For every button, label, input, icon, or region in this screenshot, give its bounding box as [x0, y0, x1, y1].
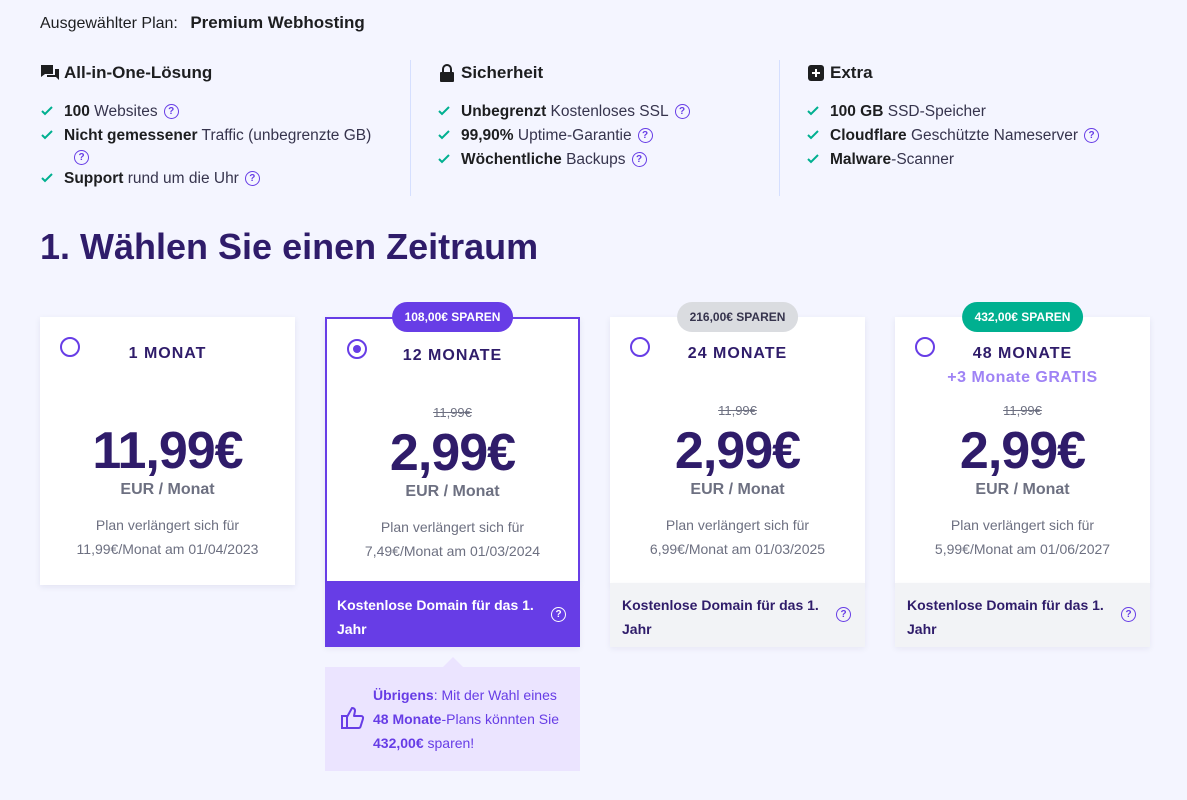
old-price: 11,99€ [433, 405, 472, 420]
feature-title: Sicherheit [461, 63, 544, 82]
price: 2,99€ [389, 424, 516, 482]
feature-item: 100 GB SSD-Speicher [806, 100, 1159, 124]
period-label: 1 MONAT [128, 345, 207, 362]
feature-column-all-in-one: All-in-One-Lösung 100 Websites? Nicht ge… [40, 60, 408, 196]
period-card-12-months[interactable]: 108,00€ SPAREN 12 MONATE 11,99€ 2,99€ EU… [325, 302, 580, 583]
help-icon[interactable]: ? [1084, 128, 1100, 144]
check-icon [41, 173, 53, 183]
plus-box-icon [806, 63, 826, 83]
price: 2,99€ [959, 422, 1086, 480]
help-icon[interactable]: ? [551, 607, 566, 622]
price: 2,99€ [674, 422, 801, 480]
help-icon[interactable]: ? [674, 104, 690, 120]
period-card-48-months[interactable]: 432,00€ SPAREN 48 MONATE +3 Monate GRATI… [895, 302, 1150, 585]
free-domain-banner: Kostenlose Domain für das 1. Jahr ? [325, 583, 580, 647]
feature-title: All-in-One-Lösung [64, 63, 213, 82]
help-icon[interactable]: ? [637, 128, 653, 144]
period-radio[interactable] [630, 337, 650, 357]
feature-item: Unbegrenzt Kostenloses SSL? [437, 100, 778, 124]
renewal-info: Plan verlängert sich für 7,49€/Monat am … [364, 519, 541, 559]
period-radio[interactable] [915, 337, 935, 357]
upsell-tip: Übrigens: Mit der Wahl eines 48 Monate-P… [325, 657, 580, 771]
help-icon[interactable]: ? [1121, 607, 1136, 622]
help-icon[interactable]: ? [631, 152, 647, 168]
feature-item: Nicht gemessener Traffic (unbegrenzte GB… [40, 124, 408, 165]
selected-plan-name: Premium Webhosting [190, 13, 365, 32]
free-domain-banner: Kostenlose Domain für das 1. Jahr ? [610, 583, 865, 647]
savings-badge: 216,00€ SPAREN [676, 302, 799, 332]
price-unit: EUR / Monat [405, 483, 500, 500]
check-icon [41, 130, 53, 140]
help-icon[interactable]: ? [244, 171, 260, 187]
feature-item: Support rund um die Uhr? [40, 167, 408, 191]
help-icon[interactable]: ? [74, 150, 89, 165]
thumbs-up-icon [341, 707, 365, 729]
selected-plan-label: Ausgewählter Plan: [40, 15, 178, 32]
savings-badge: 432,00€ SPAREN [961, 302, 1084, 332]
check-icon [438, 130, 450, 140]
section-title: 1. Wählen Sie einen Zeitraum [40, 226, 539, 267]
period-radio[interactable] [60, 337, 80, 357]
feature-heading: Extra [806, 60, 1159, 86]
selected-plan-line: Ausgewählter Plan: Premium Webhosting [40, 13, 365, 33]
features-panel: All-in-One-Lösung 100 Websites? Nicht ge… [40, 60, 1160, 198]
savings-badge: 108,00€ SPAREN [391, 302, 514, 332]
old-price: 11,99€ [718, 403, 757, 418]
check-icon [807, 154, 819, 164]
price-unit: EUR / Monat [690, 481, 785, 498]
feature-item: Malware-Scanner [806, 148, 1159, 172]
chat-bubbles-icon [40, 63, 60, 83]
feature-item: Wöchentliche Backups? [437, 148, 778, 172]
feature-column-extra: Extra 100 GB SSD-Speicher Cloudflare Ges… [779, 60, 1159, 196]
period-card-1-month[interactable]: 1 MONAT 11,99€ EUR / Monat Plan verlänge… [40, 317, 295, 585]
check-icon [807, 130, 819, 140]
period-radio[interactable] [347, 339, 367, 359]
old-price: 11,99€ [1003, 403, 1042, 418]
free-domain-banner: Kostenlose Domain für das 1. Jahr ? [895, 583, 1150, 647]
feature-title: Extra [830, 63, 873, 82]
help-icon[interactable]: ? [163, 104, 179, 120]
feature-item: 100 Websites? [40, 100, 408, 124]
feature-item: Cloudflare Geschützte Nameserver? [806, 124, 1159, 148]
feature-heading: All-in-One-Lösung [40, 60, 408, 86]
check-icon [41, 106, 53, 116]
period-label: 24 MONATE [687, 345, 788, 362]
feature-column-security: Sicherheit Unbegrenzt Kostenloses SSL? 9… [410, 60, 778, 196]
feature-item: 99,90% Uptime-Garantie? [437, 124, 778, 148]
price: 11,99€ [92, 422, 243, 480]
check-icon [438, 154, 450, 164]
price-unit: EUR / Monat [975, 481, 1070, 498]
period-label: 12 MONATE [402, 347, 503, 364]
price-unit: EUR / Monat [120, 481, 215, 498]
check-icon [438, 106, 450, 116]
period-label: 48 MONATE [972, 345, 1073, 362]
bonus-label: +3 Monate GRATIS [947, 369, 1098, 386]
help-icon[interactable]: ? [836, 607, 851, 622]
check-icon [807, 106, 819, 116]
renewal-info: Plan verlängert sich für 6,99€/Monat am … [649, 517, 826, 557]
renewal-info: Plan verlängert sich für 11,99€/Monat am… [76, 517, 259, 557]
period-card-24-months[interactable]: 216,00€ SPAREN 24 MONATE 11,99€ 2,99€ EU… [610, 302, 865, 585]
lock-icon [437, 63, 457, 83]
renewal-info: Plan verlängert sich für 5,99€/Monat am … [934, 517, 1111, 557]
feature-heading: Sicherheit [437, 60, 778, 86]
